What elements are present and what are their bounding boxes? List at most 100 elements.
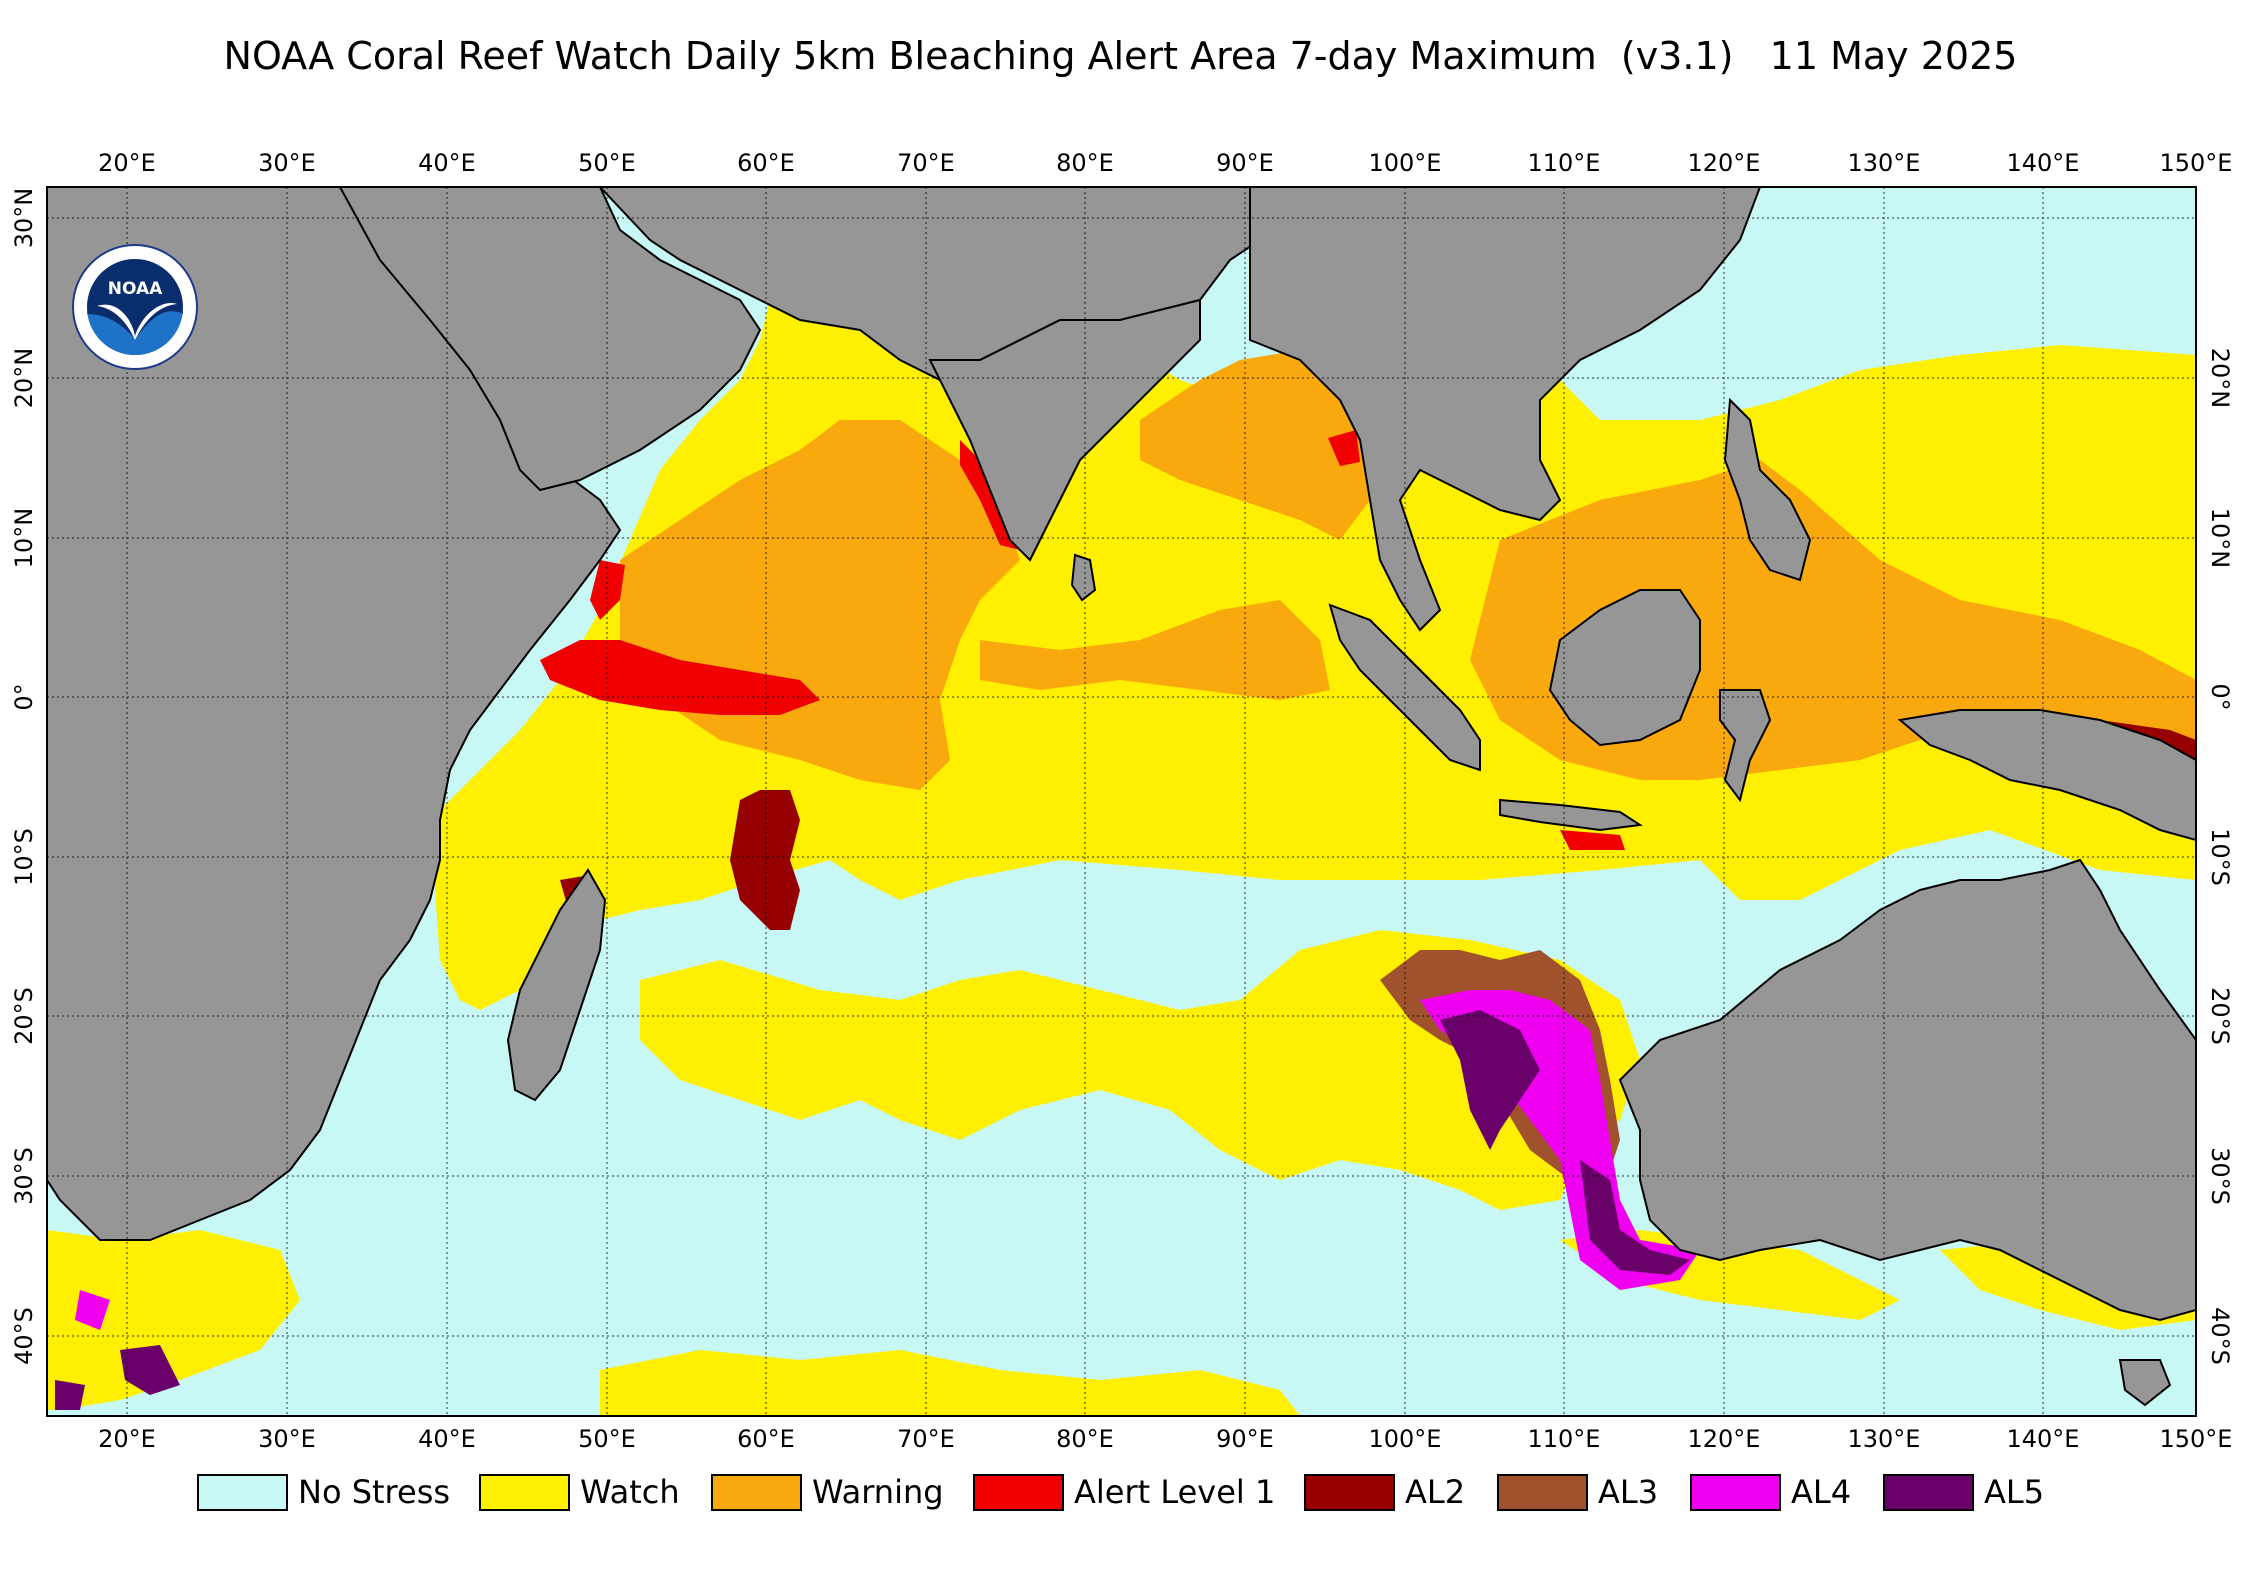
- noaa-logo-text: NOAA: [108, 279, 163, 299]
- legend-label: No Stress: [298, 1473, 451, 1511]
- lon-label-top: 30°E: [258, 149, 316, 177]
- lat-label-left: 10°S: [10, 828, 38, 886]
- lon-label-bottom: 80°E: [1056, 1425, 1114, 1453]
- lat-label-left: 30°N: [10, 188, 38, 249]
- legend-swatch: [1497, 1473, 1588, 1511]
- al4-southwest: [75, 1290, 110, 1330]
- legend-swatch: [973, 1473, 1064, 1511]
- legend-item-al5: AL5: [1883, 1471, 2044, 1513]
- lon-label-top: 150°E: [2160, 149, 2233, 177]
- warning-bay-of-bengal: [1140, 350, 1370, 540]
- sulawesi-land: [1719, 689, 1772, 803]
- lat-label-right: 10°N: [2206, 508, 2234, 569]
- legend-swatch: [1304, 1473, 1395, 1511]
- legend-item-no-stress: No Stress: [197, 1471, 450, 1513]
- lon-label-top: 110°E: [1528, 149, 1601, 177]
- lon-label-bottom: 90°E: [1216, 1425, 1274, 1453]
- lat-label-left: 30°S: [10, 1147, 38, 1205]
- lon-labels-top: 20°E 30°E 40°E 50°E 60°E 70°E 80°E 90°E …: [98, 149, 2232, 177]
- lon-label-top: 120°E: [1688, 149, 1761, 177]
- al5-far-southwest: [55, 1380, 85, 1410]
- lon-label-top: 100°E: [1369, 149, 1442, 177]
- legend-swatch: [1883, 1473, 1974, 1511]
- lon-label-bottom: 60°E: [737, 1425, 795, 1453]
- lon-label-top: 130°E: [1848, 149, 1921, 177]
- lat-label-right: 0°: [2206, 683, 2234, 710]
- tasmania-land: [2118, 1359, 2172, 1407]
- legend-label: AL2: [1405, 1473, 1466, 1511]
- al5-west-australia: [1440, 1010, 1690, 1275]
- lon-label-bottom: 150°E: [2160, 1425, 2233, 1453]
- legend-swatch: [197, 1473, 288, 1511]
- se-asia-land: [1249, 187, 1762, 632]
- lon-label-top: 140°E: [2007, 149, 2080, 177]
- legend-item-alert1: Alert Level 1: [973, 1471, 1275, 1513]
- borneo-land: [1548, 589, 1701, 747]
- alert1-somali-band: [540, 640, 820, 715]
- legend-swatch: [711, 1473, 802, 1511]
- legend-item-al3: AL3: [1497, 1471, 1658, 1513]
- lat-label-right: 10°S: [2206, 828, 2234, 886]
- graticule: [47, 187, 2196, 1416]
- lon-label-bottom: 70°E: [897, 1425, 955, 1453]
- lat-label-left: 20°S: [10, 987, 38, 1045]
- lat-labels-right: 20°N 10°N 0° 10°S 20°S 30°S 40°S: [2206, 348, 2234, 1365]
- warning-equatorial-band: [980, 600, 1330, 700]
- arabia-land: [338, 187, 762, 492]
- lon-label-bottom: 140°E: [2007, 1425, 2080, 1453]
- lat-label-left: 10°N: [10, 508, 38, 569]
- legend-swatch: [1690, 1473, 1781, 1511]
- al2-central-indian: [730, 790, 800, 930]
- philippines-land: [1723, 397, 1812, 582]
- legend-label: Warning: [812, 1473, 944, 1511]
- page-title: NOAA Coral Reef Watch Daily 5km Bleachin…: [223, 34, 2018, 78]
- lon-label-bottom: 120°E: [1688, 1425, 1761, 1453]
- watch-region-south: [640, 930, 1640, 1210]
- legend: No Stress Watch Warning Alert Level 1 AL…: [0, 1471, 2241, 1513]
- lon-labels-bottom: 20°E 30°E 40°E 50°E 60°E 70°E 80°E 90°E …: [98, 1425, 2232, 1453]
- noaa-logo: NOAA: [72, 244, 198, 370]
- lon-label-top: 20°E: [98, 149, 156, 177]
- al5-southwest: [120, 1345, 180, 1395]
- legend-item-al2: AL2: [1304, 1471, 1465, 1513]
- madagascar-land: [506, 868, 607, 1102]
- legend-item-watch: Watch: [479, 1471, 680, 1513]
- lon-label-bottom: 100°E: [1369, 1425, 1442, 1453]
- alert1-java-coast: [1560, 830, 1625, 850]
- map-frame: [46, 186, 2197, 1417]
- lon-label-top: 90°E: [1216, 149, 1274, 177]
- legend-label: AL4: [1791, 1473, 1852, 1511]
- lat-label-right: 30°S: [2206, 1147, 2234, 1205]
- lon-label-bottom: 50°E: [578, 1425, 636, 1453]
- lon-label-top: 80°E: [1056, 149, 1114, 177]
- legend-label: Alert Level 1: [1074, 1473, 1276, 1511]
- australia-land: [1618, 858, 2196, 1322]
- legend-item-warning: Warning: [711, 1471, 944, 1513]
- lon-label-top: 70°E: [897, 149, 955, 177]
- lat-label-left: 40°S: [10, 1307, 38, 1365]
- new-guinea-land: [1897, 709, 2196, 842]
- lon-label-top: 50°E: [578, 149, 636, 177]
- lon-label-bottom: 130°E: [1848, 1425, 1921, 1453]
- lat-label-left: 0°: [10, 683, 38, 710]
- lat-label-right: 20°S: [2206, 987, 2234, 1045]
- alert1-myanmar: [1328, 430, 1360, 466]
- lat-labels-left: 30°N 20°N 10°N 0° 10°S 20°S 30°S 40°S: [10, 188, 38, 1365]
- legend-item-al4: AL4: [1690, 1471, 1851, 1513]
- lon-label-top: 60°E: [737, 149, 795, 177]
- srilanka-land: [1070, 553, 1097, 602]
- alert1-somali-coast: [590, 560, 625, 620]
- india-land: [928, 298, 1201, 562]
- lon-label-bottom: 30°E: [258, 1425, 316, 1453]
- lon-label-bottom: 110°E: [1528, 1425, 1601, 1453]
- lat-label-right: 20°N: [2206, 348, 2234, 409]
- lon-label-bottom: 20°E: [98, 1425, 156, 1453]
- legend-label: Watch: [580, 1473, 680, 1511]
- legend-label: AL5: [1984, 1473, 2045, 1511]
- lat-label-right: 40°S: [2206, 1307, 2234, 1365]
- java-land: [1499, 798, 1643, 832]
- lon-label-top: 40°E: [418, 149, 476, 177]
- lon-label-bottom: 40°E: [418, 1425, 476, 1453]
- lat-label-left: 20°N: [10, 348, 38, 409]
